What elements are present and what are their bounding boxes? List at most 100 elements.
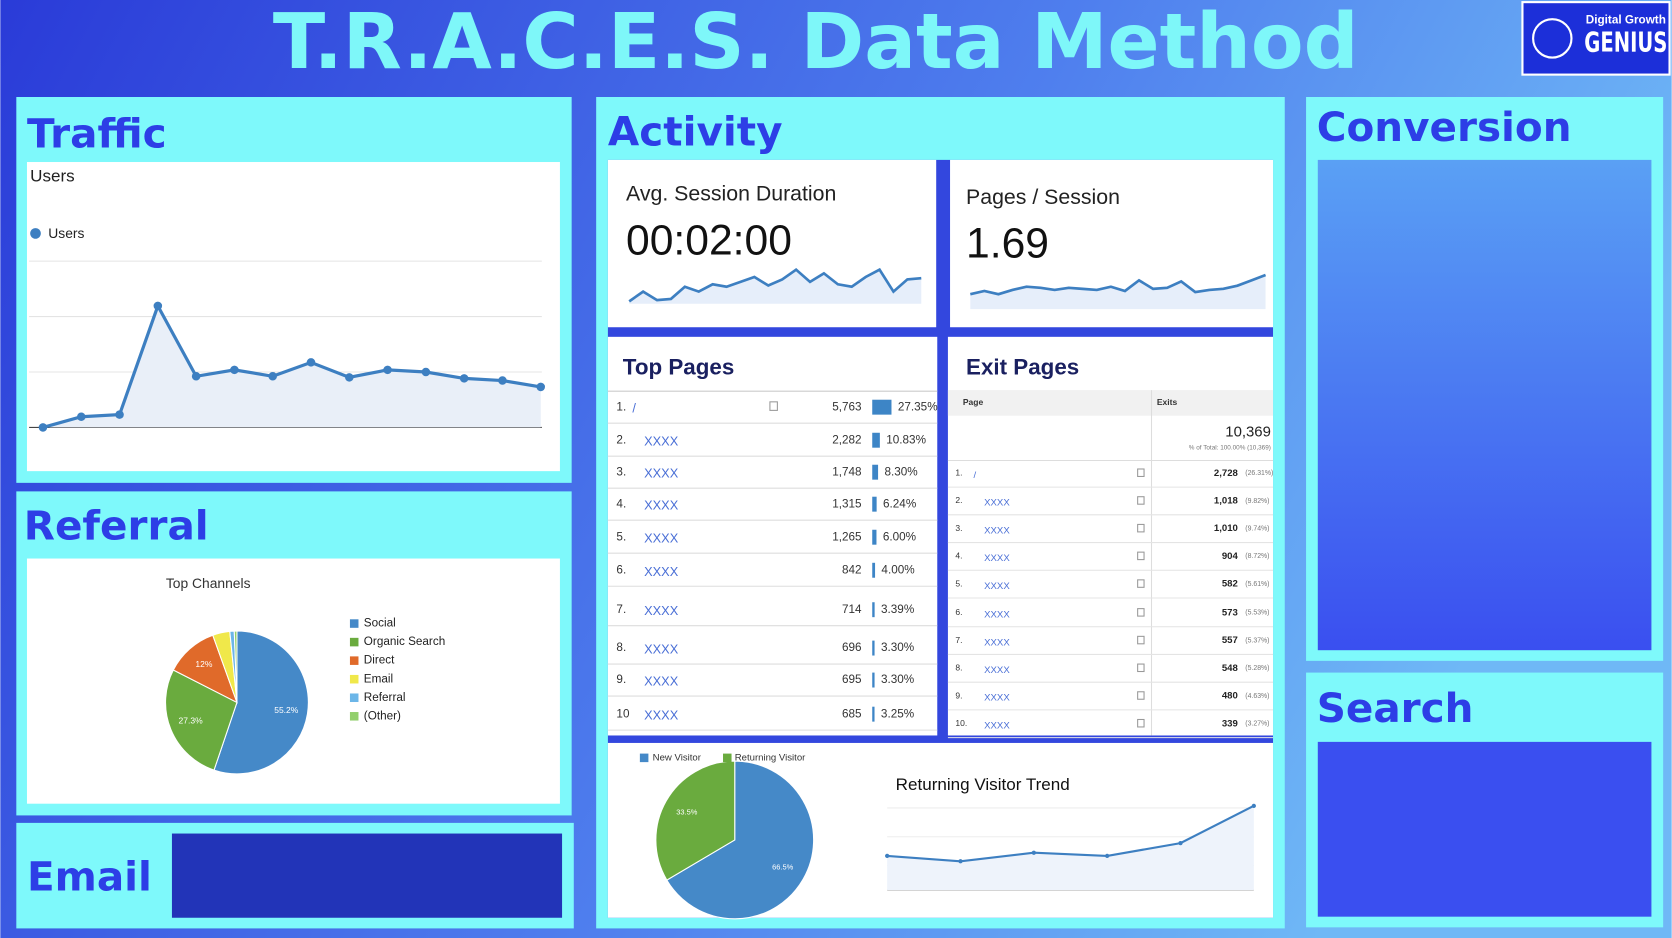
pie-slice [233, 630, 238, 703]
row-rank: 10 [616, 707, 630, 720]
row-value: 1,315 [832, 497, 862, 510]
logo-icon [1532, 18, 1573, 59]
point [383, 365, 392, 375]
slice-label: 66.5% [772, 862, 794, 871]
column-header: Exits [1157, 397, 1178, 407]
share-bar [872, 399, 892, 415]
row-value: 1,018 [1214, 496, 1239, 507]
legend-label: Returning Visitor [735, 752, 806, 763]
row-value: 1,010 [1214, 523, 1238, 534]
page-link: XXXX [984, 581, 1010, 592]
area [970, 275, 1266, 310]
line [970, 273, 1267, 296]
link-icon [1137, 718, 1145, 728]
page-link: / [632, 401, 636, 416]
share-label: 10.83% [886, 433, 926, 446]
share-label: 4.00% [881, 563, 914, 576]
slice-label: 27.3% [179, 716, 204, 726]
logo-text: Digital Growth [1586, 13, 1666, 26]
panel-heading: Activity [608, 107, 783, 155]
row-value: 2,728 [1214, 468, 1239, 479]
page-link: XXXX [644, 531, 679, 546]
share-label: 6.24% [883, 497, 916, 510]
point [115, 410, 124, 419]
point [498, 376, 507, 385]
row-value: 573 [1222, 607, 1238, 618]
logo [1521, 1, 1671, 76]
share-label: 3.39% [881, 603, 914, 616]
placeholder-box [1317, 741, 1652, 917]
page-link: XXXX [984, 720, 1010, 731]
point [1031, 850, 1036, 855]
chart-title: Users [30, 166, 75, 185]
point [1251, 803, 1256, 808]
row-rank: 10. [955, 718, 967, 728]
row-rank: 3. [955, 523, 962, 533]
area [629, 269, 922, 304]
area [42, 305, 541, 428]
point [1105, 853, 1110, 859]
pie-slice [666, 760, 815, 920]
legend-swatch [349, 693, 359, 703]
line [42, 301, 542, 429]
row-share: (4.63%) [1245, 693, 1269, 700]
share-bar [872, 602, 875, 618]
slice-label: 55.2% [274, 705, 299, 715]
table-total-note: % of Total: 100.00% (10,369) [1189, 444, 1271, 451]
panel-heading: Conversion [1317, 103, 1572, 151]
point [268, 372, 277, 381]
panel-heading: Email [27, 852, 152, 900]
share-bar [872, 562, 876, 578]
legend-swatch [349, 712, 359, 721]
link-icon [1137, 608, 1145, 617]
page-link: XXXX [984, 693, 1010, 704]
row-value: 557 [1222, 635, 1238, 646]
panel-heading: Traffic [27, 109, 167, 157]
row-rank: 4. [955, 551, 962, 561]
metric-value: 00:02:00 [626, 216, 792, 264]
link-icon [1137, 579, 1145, 588]
row-rank: 2. [616, 433, 626, 446]
point [459, 374, 469, 383]
link-icon [1137, 523, 1145, 533]
legend-label: (Other) [364, 709, 401, 722]
row-value: 714 [842, 603, 862, 616]
pie-slice [165, 669, 238, 771]
legend-label: Users [48, 225, 84, 241]
table-title: Exit Pages [966, 355, 1079, 380]
share-label: 3.30% [881, 641, 914, 654]
share-label: 3.30% [881, 673, 914, 686]
slice-label: 33.5% [676, 808, 698, 817]
placeholder-box [1317, 159, 1652, 651]
row-rank: 6. [616, 563, 626, 576]
share-label: 8.30% [884, 465, 917, 478]
share-bar [872, 529, 877, 545]
share-bar [872, 640, 875, 656]
link-icon [1137, 468, 1145, 477]
row-rank: 8. [616, 641, 626, 654]
link-icon [1137, 496, 1145, 505]
point [345, 373, 354, 382]
share-bar [872, 672, 875, 688]
metric-label: Pages / Session [966, 185, 1120, 209]
row-value: 339 [1222, 718, 1238, 729]
link-icon [769, 401, 778, 411]
share-label: 3.25% [881, 707, 914, 720]
share-bar [872, 706, 875, 722]
link-icon [1137, 551, 1145, 561]
page-link: XXXX [644, 466, 679, 481]
row-rank: 7. [616, 603, 626, 616]
point [536, 382, 546, 392]
legend-label: Social [364, 617, 396, 630]
row-value: 1,265 [832, 530, 862, 543]
pie-slice [655, 760, 736, 881]
row-value: 480 [1222, 691, 1238, 702]
page-link: XXXX [644, 564, 679, 579]
page-link: XXXX [984, 553, 1010, 564]
placeholder-box [171, 833, 563, 918]
page-link: XXXX [984, 610, 1010, 621]
legend-swatch [723, 753, 732, 763]
line [628, 267, 922, 303]
share-label: 6.00% [883, 530, 916, 543]
table-total: 10,369 [1225, 424, 1271, 441]
